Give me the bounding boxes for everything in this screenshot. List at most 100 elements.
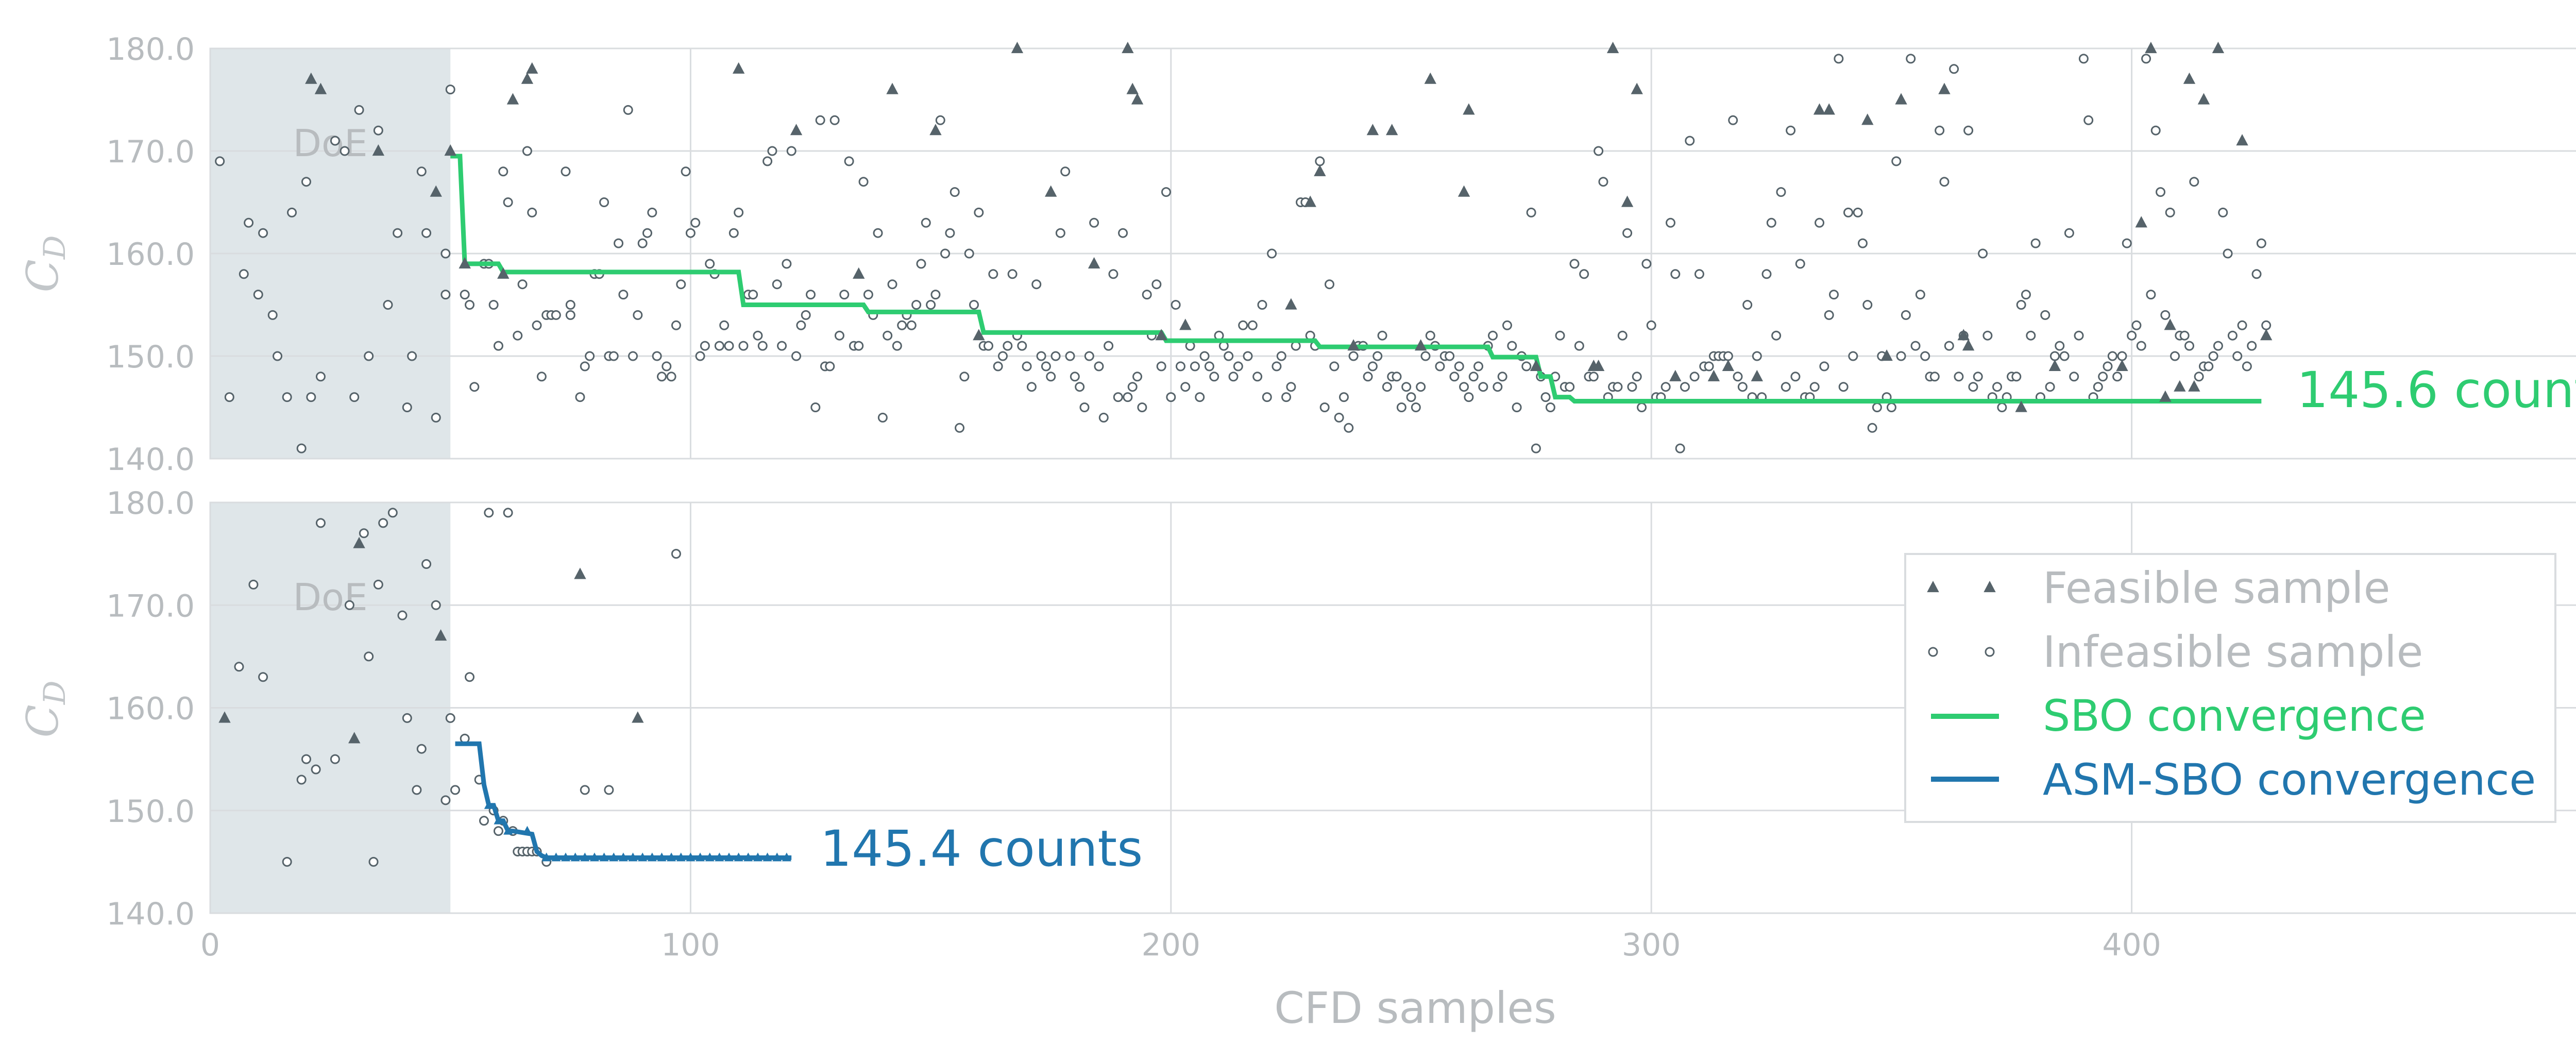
infeasible-point — [1857, 238, 1868, 248]
infeasible-point — [1493, 382, 1503, 392]
infeasible-point — [431, 412, 441, 423]
asm-feasible-point — [676, 852, 686, 862]
asm-feasible-point — [772, 852, 782, 862]
infeasible-point — [1761, 269, 1772, 279]
feasible-point — [526, 62, 538, 74]
asm-feasible-point — [743, 852, 753, 862]
infeasible-point — [1324, 279, 1334, 290]
infeasible-point — [2194, 372, 2204, 382]
infeasible-point — [1449, 372, 1460, 382]
infeasible-point — [2237, 320, 2247, 330]
infeasible-point — [1973, 372, 1983, 382]
x-tick-label: 300 — [1622, 927, 1681, 963]
infeasible-point — [2122, 238, 2132, 248]
infeasible-point — [834, 330, 844, 341]
infeasible-point — [1526, 207, 1536, 217]
infeasible-point — [1915, 290, 1925, 300]
infeasible-point — [440, 290, 451, 300]
infeasible-point — [1627, 382, 1637, 392]
infeasible-point — [2049, 351, 2060, 361]
infeasible-point — [1790, 372, 1801, 382]
infeasible-point — [844, 156, 854, 166]
infeasible-point — [1665, 217, 1675, 228]
top-panel: DoE 140.0 150.0 160.0 170.0 180.0 145.6 counts — [106, 31, 2576, 478]
infeasible-point — [2141, 54, 2151, 64]
infeasible-point — [1641, 259, 1652, 269]
feasible-point — [1861, 113, 1874, 125]
infeasible-point — [2131, 320, 2142, 330]
infeasible-point — [1853, 207, 1863, 217]
infeasible-point — [1262, 392, 1272, 402]
circle-marker — [1928, 647, 1938, 657]
infeasible-point — [1997, 402, 2007, 412]
infeasible-point — [469, 382, 480, 392]
y-tick-label: 150.0 — [106, 794, 195, 830]
infeasible-point — [1906, 54, 1916, 64]
infeasible-point — [1411, 402, 1421, 412]
convergence-line — [455, 741, 792, 860]
infeasible-point — [445, 713, 455, 723]
infeasible-point — [1786, 125, 1796, 136]
infeasible-point — [1435, 361, 1445, 372]
infeasible-point — [1862, 300, 1873, 310]
infeasible-point — [887, 279, 897, 290]
infeasible-point — [1838, 382, 1849, 392]
asm-feasible-point — [599, 852, 609, 862]
infeasible-point — [460, 290, 470, 300]
infeasible-point — [1815, 217, 1825, 228]
y-tick-label: 170.0 — [106, 134, 195, 170]
infeasible-point — [431, 600, 441, 610]
feasible-point — [973, 329, 985, 341]
infeasible-point — [1137, 402, 1147, 412]
infeasible-point — [1929, 372, 1940, 382]
infeasible-point — [1338, 392, 1349, 402]
infeasible-point — [421, 559, 432, 569]
infeasible-point — [1752, 351, 1762, 361]
asm-feasible-point — [753, 852, 762, 862]
infeasible-point — [1151, 279, 1162, 290]
feasible-point — [218, 711, 231, 723]
infeasible-point — [373, 579, 383, 590]
infeasible-point — [378, 518, 388, 528]
infeasible-point — [2127, 330, 2137, 341]
asm-feasible-point — [667, 852, 676, 862]
infeasible-point — [1161, 187, 1171, 197]
feasible-point — [1347, 339, 1360, 351]
infeasible-point — [1142, 290, 1152, 300]
infeasible-point — [1646, 320, 1656, 330]
infeasible-point — [930, 290, 941, 300]
asm-feasible-point — [715, 852, 724, 862]
infeasible-point — [373, 125, 383, 136]
infeasible-point — [1685, 136, 1695, 146]
infeasible-point — [1622, 228, 1633, 238]
y-tick-label: 180.0 — [106, 31, 195, 68]
infeasible-point — [734, 207, 744, 217]
infeasible-point — [450, 785, 461, 795]
infeasible-point — [873, 228, 883, 238]
infeasible-point — [1944, 341, 1954, 351]
triangle-marker — [1984, 581, 1996, 593]
infeasible-point — [2213, 341, 2223, 351]
infeasible-point — [1723, 351, 1733, 361]
infeasible-point — [1507, 341, 1517, 351]
asm-feasible-point — [589, 852, 599, 862]
infeasible-point — [239, 269, 249, 279]
infeasible-point — [1781, 382, 1791, 392]
feasible-point — [1179, 318, 1192, 330]
infeasible-point — [561, 166, 571, 177]
infeasible-point — [1488, 330, 1498, 341]
infeasible-point — [599, 197, 609, 207]
infeasible-point — [608, 351, 619, 361]
feasible-point — [2116, 359, 2128, 371]
asm-feasible-point — [570, 852, 580, 862]
infeasible-point — [1007, 269, 1018, 279]
infeasible-point — [863, 290, 873, 300]
infeasible-point — [796, 320, 806, 330]
infeasible-point — [911, 300, 922, 310]
infeasible-point — [484, 508, 494, 518]
infeasible-point — [330, 754, 340, 764]
infeasible-point — [1180, 382, 1191, 392]
feasible-point — [497, 267, 510, 279]
infeasible-point — [1598, 177, 1608, 187]
